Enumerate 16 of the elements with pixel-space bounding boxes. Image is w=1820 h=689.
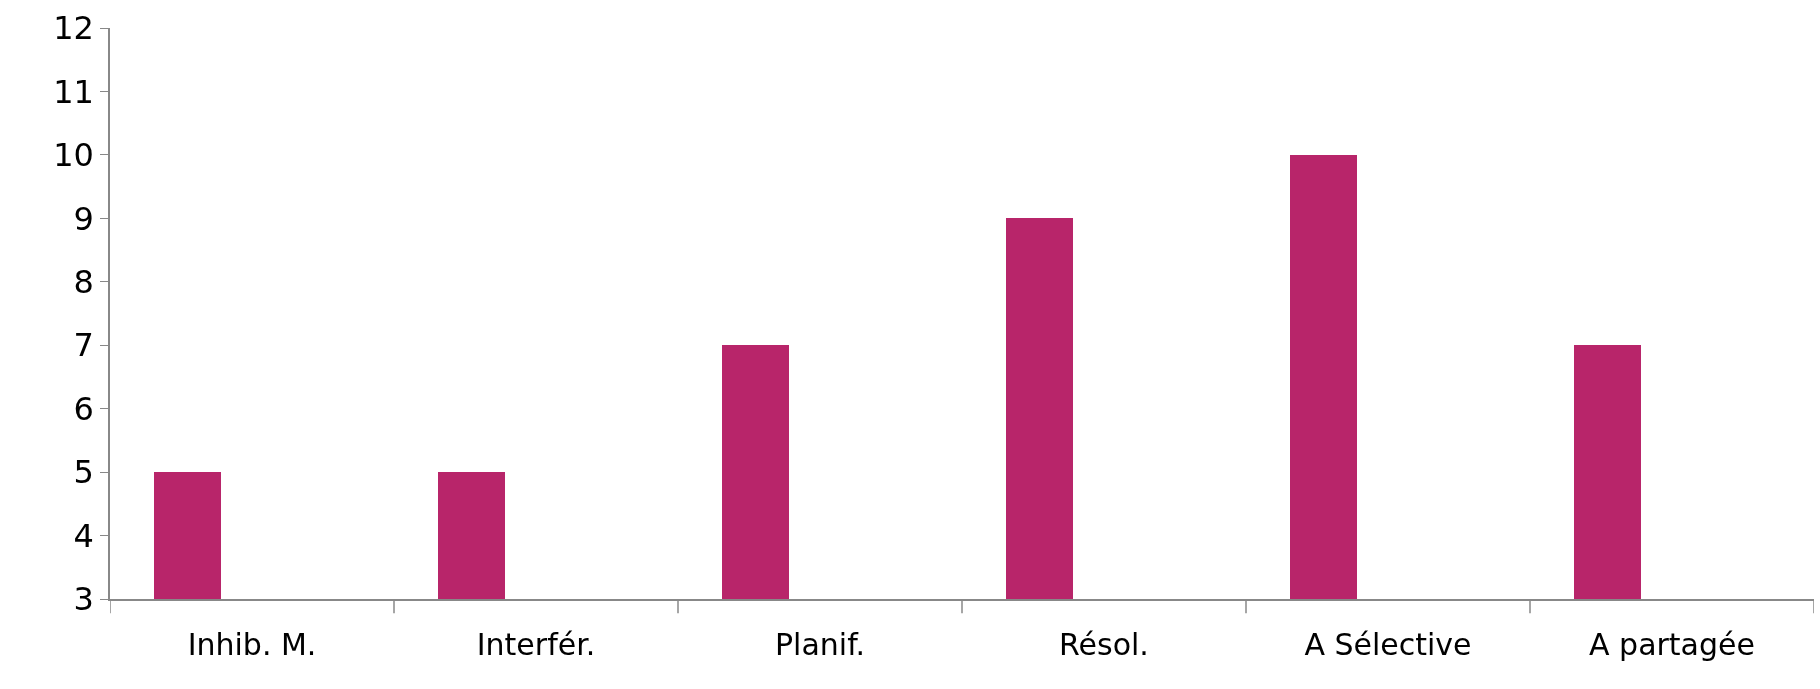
y-tick-label: 10	[53, 136, 94, 175]
x-tick-label: Planif.	[774, 626, 866, 662]
y-tick-label: 4	[73, 516, 94, 555]
y-tick-label: 8	[73, 262, 94, 301]
x-tick-label: Résol.	[1059, 626, 1149, 662]
y-tick-label: 7	[73, 326, 94, 365]
x-tick-label: Interfér.	[476, 626, 596, 662]
y-tick-label: 12	[53, 9, 94, 48]
y-tick-label: 5	[73, 453, 94, 492]
y-tick-label: 11	[53, 72, 94, 111]
y-tick-label: 9	[73, 199, 94, 238]
x-tick-label: A Sélective	[1304, 626, 1472, 662]
y-tick-label: 6	[73, 389, 94, 428]
x-tick-label: A partagée	[1589, 626, 1755, 662]
y-tick-label: 3	[73, 580, 94, 619]
x-tick-label: Inhib. M.	[187, 626, 317, 662]
